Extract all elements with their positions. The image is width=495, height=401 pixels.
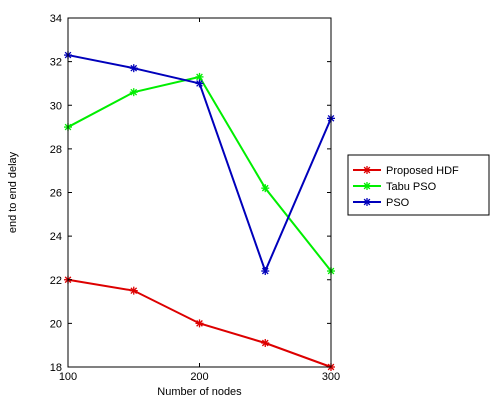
y-tick-label: 18 — [50, 362, 62, 374]
data-point-pso — [129, 64, 138, 73]
legend-marker-tabu-pso-stroke — [363, 182, 371, 190]
y-tick-label: 30 — [50, 100, 62, 112]
y-tick-label: 26 — [50, 188, 62, 200]
legend-marker-tabu-pso — [363, 182, 371, 190]
data-point-tabu-pso — [261, 184, 270, 193]
y-tick-label: 32 — [50, 57, 62, 69]
legend-label-pso: PSO — [386, 197, 410, 209]
legend-marker-proposed-hdf-stroke — [363, 166, 371, 174]
data-point-proposed-hdf-stroke — [261, 339, 269, 347]
plot-area-frame — [67, 17, 332, 368]
y-axis-title: end to end delay — [7, 151, 19, 233]
series-line-tabu-pso — [67, 75, 332, 272]
legend-marker-pso — [363, 198, 371, 206]
data-point-proposed-hdf-stroke — [130, 287, 138, 294]
y-tick-label: 22 — [50, 275, 62, 287]
data-point-pso-stroke — [261, 267, 269, 275]
data-point-proposed-hdf — [195, 319, 204, 328]
series-line-pso — [67, 54, 332, 274]
x-tick-label: 300 — [322, 371, 340, 383]
data-point-pso — [261, 267, 270, 276]
data-point-proposed-hdf-stroke — [196, 320, 203, 327]
legend-label-tabu-pso: Tabu PSO — [386, 181, 437, 193]
data-point-pso-stroke — [196, 80, 203, 87]
data-point-pso-stroke — [130, 64, 138, 72]
x-tick-label: 200 — [190, 371, 208, 383]
data-point-tabu-pso-stroke — [130, 88, 138, 96]
data-point-tabu-pso-stroke — [261, 184, 269, 192]
data-point-pso — [195, 79, 204, 88]
y-tick-label: 20 — [50, 318, 62, 330]
axis-ticks: 18 20 22 24 26 28 30 32 34 100 200 300 — [50, 13, 340, 383]
data-point-proposed-hdf — [129, 286, 138, 295]
data-point-proposed-hdf — [261, 339, 270, 348]
x-axis-title: Number of nodes — [157, 386, 242, 398]
legend-label-proposed-hdf: Proposed HDF — [386, 165, 459, 177]
y-tick-label: 28 — [50, 144, 62, 156]
data-point-tabu-pso-stroke — [196, 73, 203, 81]
x-tick-label: 100 — [59, 371, 77, 383]
legend-marker-proposed-hdf — [363, 166, 371, 174]
series-layer — [64, 51, 335, 371]
data-point-tabu-pso — [129, 88, 138, 97]
legend: Proposed HDF Tabu PSO PSO — [347, 154, 490, 216]
legend-marker-pso-stroke — [363, 198, 371, 206]
y-tick-label: 34 — [50, 13, 62, 25]
y-tick-label: 24 — [50, 231, 62, 243]
